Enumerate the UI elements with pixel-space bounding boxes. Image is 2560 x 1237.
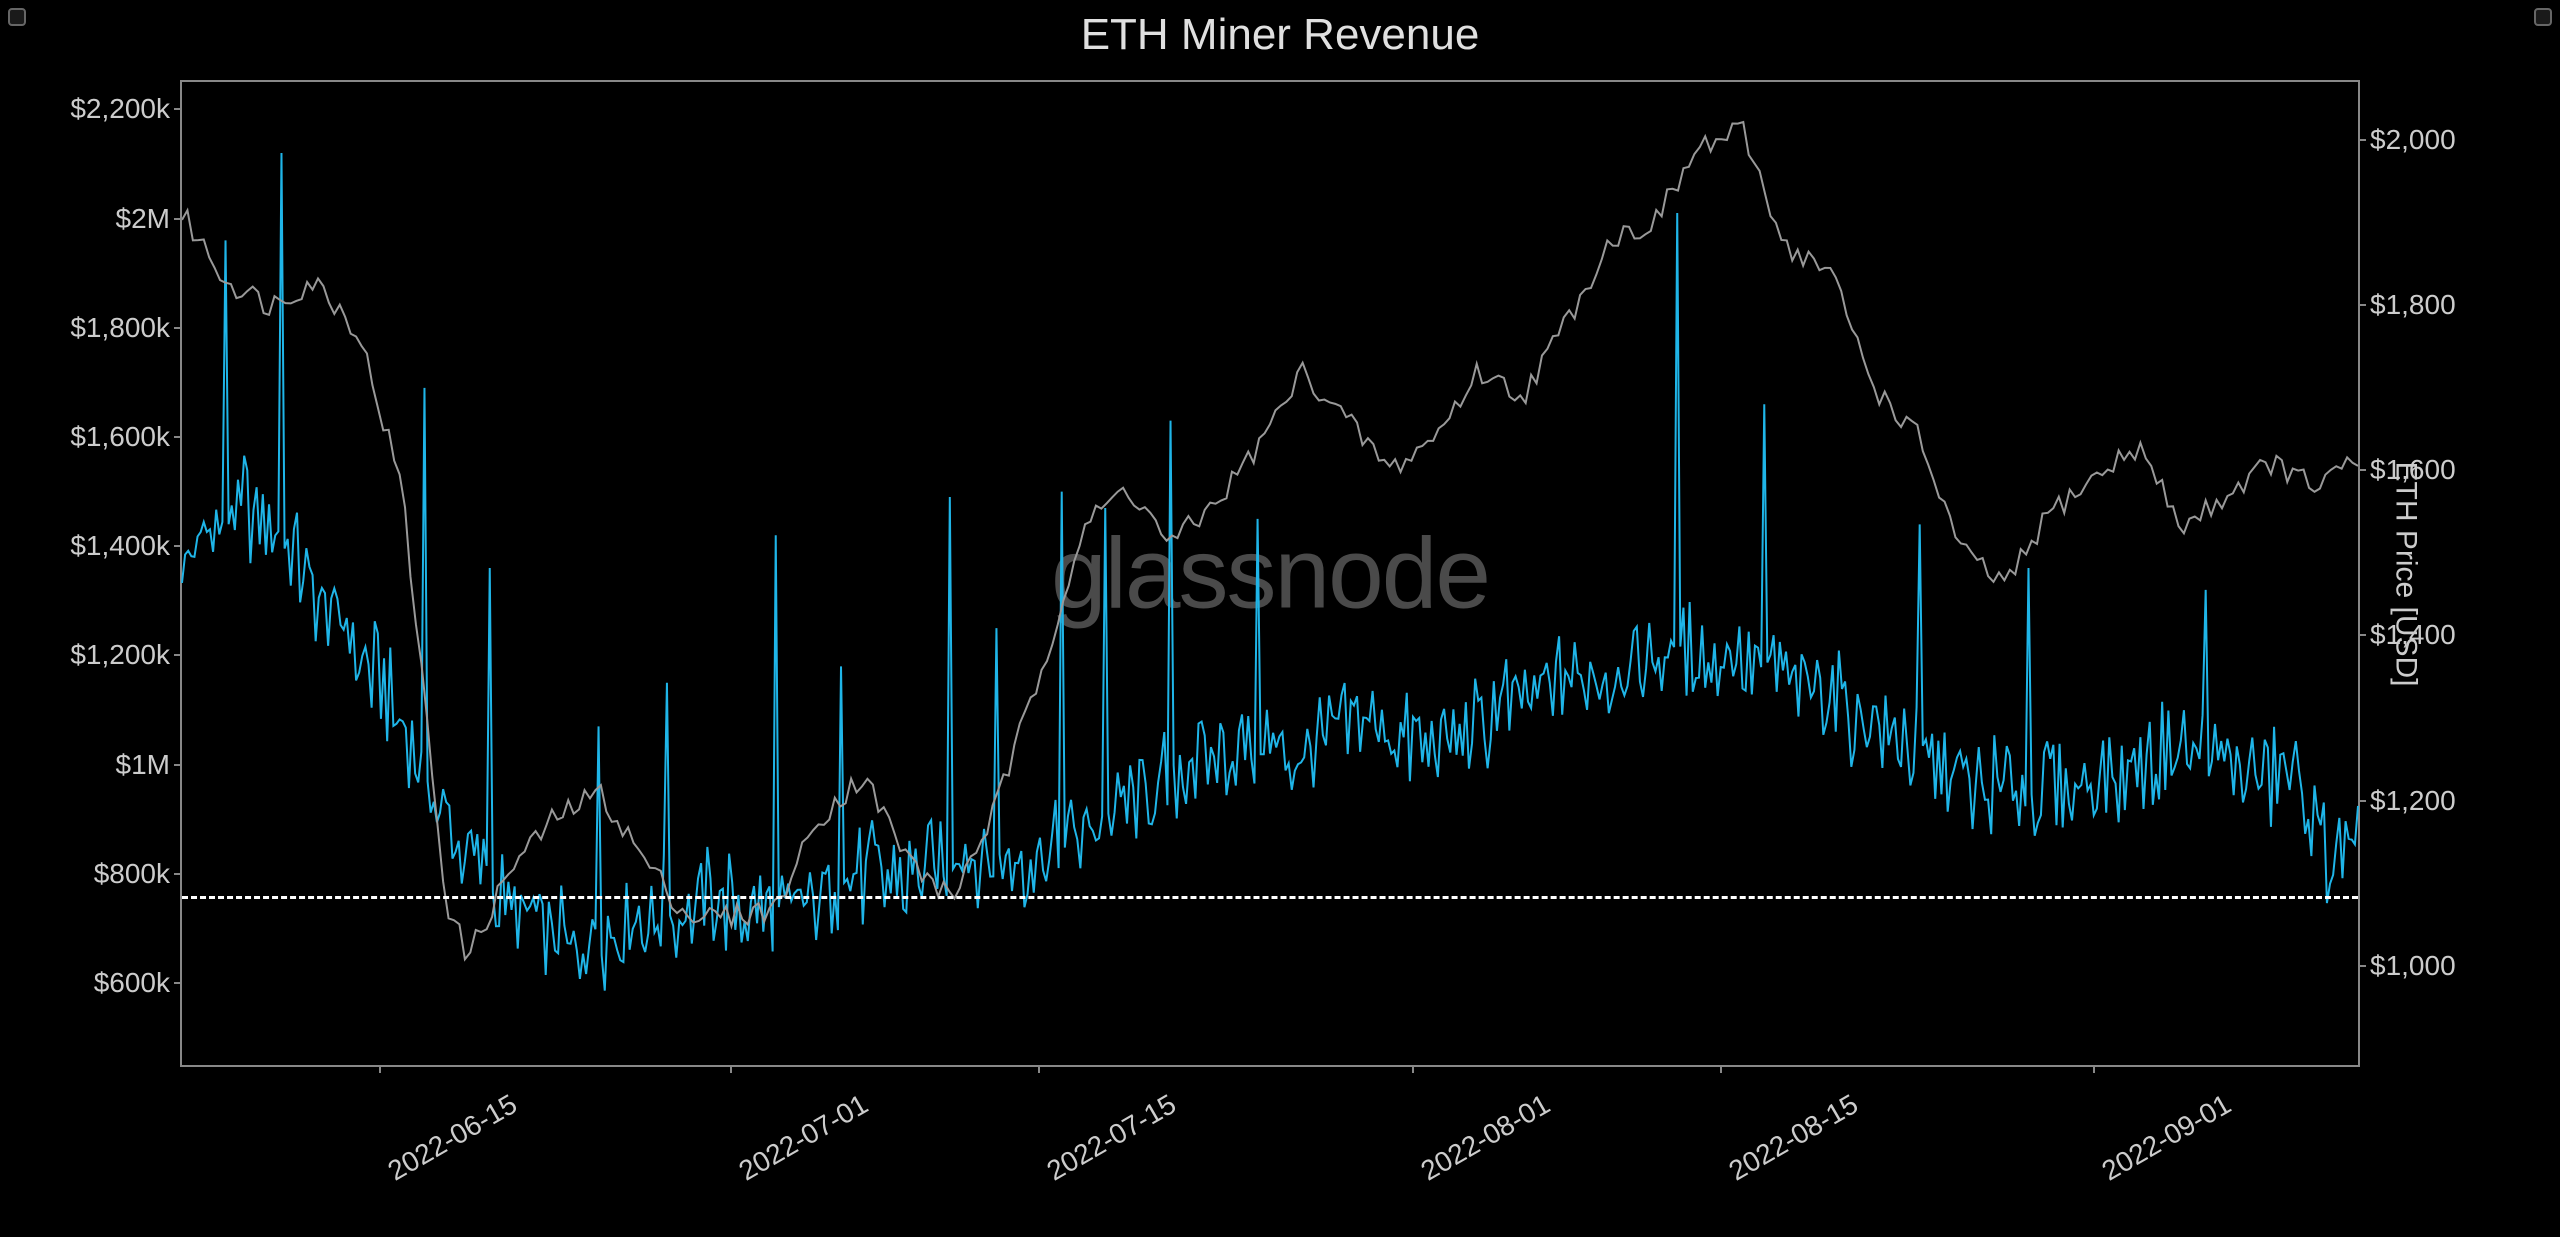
y-left-tick-label: $1,200k <box>70 639 182 671</box>
x-tick-label: 2022-08-15 <box>1723 1088 1863 1187</box>
y-right-tick-label: $1,000 <box>2358 950 2456 982</box>
y-right-tick-label: $2,000 <box>2358 124 2456 156</box>
y-right-tick <box>2358 139 2366 141</box>
chart-container: ETH Miner Revenue glassnode ETH Price [U… <box>0 0 2560 1237</box>
x-tick-label: 2022-09-01 <box>2097 1088 2237 1187</box>
y-right-tick-label: $1,200 <box>2358 785 2456 817</box>
x-tick <box>1038 1065 1040 1073</box>
x-tick <box>2093 1065 2095 1073</box>
x-tick-label: 2022-07-01 <box>734 1088 874 1187</box>
y-right-tick <box>2358 634 2366 636</box>
y-left-tick-label: $1,600k <box>70 421 182 453</box>
y-left-tick-label: $1M <box>116 749 182 781</box>
y-left-tick-label: $1,400k <box>70 530 182 562</box>
y-left-tick-label: $2,200k <box>70 93 182 125</box>
y-left-tick <box>174 436 182 438</box>
y-left-tick-label: $800k <box>94 858 182 890</box>
y-left-tick-label: $2M <box>116 203 182 235</box>
y-left-tick <box>174 654 182 656</box>
y-left-tick <box>174 873 182 875</box>
x-tick <box>1412 1065 1414 1073</box>
y-left-tick-label: $600k <box>94 967 182 999</box>
chart-svg <box>182 82 2358 1065</box>
chart-title: ETH Miner Revenue <box>1081 10 1480 60</box>
x-tick <box>1720 1065 1722 1073</box>
price-series <box>182 122 2358 959</box>
corner-decoration <box>2534 8 2552 26</box>
y-left-tick <box>174 764 182 766</box>
y-right-tick <box>2358 800 2366 802</box>
y-right-tick-label: $1,800 <box>2358 289 2456 321</box>
y-left-tick-label: $1,800k <box>70 312 182 344</box>
y-left-tick <box>174 218 182 220</box>
y-right-tick-label: $1,600 <box>2358 454 2456 486</box>
x-tick-label: 2022-07-15 <box>1042 1088 1182 1187</box>
y-left-tick <box>174 108 182 110</box>
y-right-tick <box>2358 304 2366 306</box>
y-right-tick-label: $1,400 <box>2358 619 2456 651</box>
revenue-series <box>182 153 2358 991</box>
x-tick-label: 2022-08-01 <box>1415 1088 1555 1187</box>
x-tick <box>379 1065 381 1073</box>
y-left-tick <box>174 545 182 547</box>
y-right-tick <box>2358 965 2366 967</box>
plot-area: glassnode ETH Price [USD] $600k$800k$1M$… <box>180 80 2360 1067</box>
y-left-tick <box>174 327 182 329</box>
y-right-axis-title: ETH Price [USD] <box>2388 461 2422 686</box>
x-tick <box>730 1065 732 1073</box>
x-tick-label: 2022-06-15 <box>382 1088 522 1187</box>
reference-line <box>182 896 2358 899</box>
y-left-tick <box>174 982 182 984</box>
y-right-tick <box>2358 469 2366 471</box>
corner-decoration <box>8 8 26 26</box>
